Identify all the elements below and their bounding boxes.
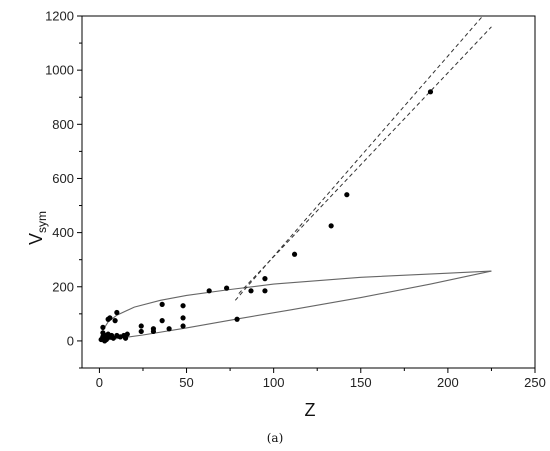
data-point	[124, 331, 130, 337]
data-point	[138, 323, 144, 329]
data-point	[328, 223, 334, 229]
y-axis-title: Vsym	[26, 211, 49, 245]
data-point	[138, 328, 144, 335]
figure-caption: (a)	[266, 431, 284, 445]
lower-curve	[99, 270, 492, 342]
x-axis-title: Z	[305, 400, 316, 420]
plot-frame	[81, 15, 536, 369]
data-point	[100, 324, 106, 330]
data-point	[180, 323, 186, 329]
axes: 0 50 100 150 200 250 0 200 400 600 800 1000 1200	[45, 9, 546, 391]
y-tick-label: 200	[52, 279, 74, 294]
data-point	[224, 285, 230, 291]
data-point	[344, 192, 350, 198]
y-axis-title-sub: sym	[35, 211, 49, 233]
data-point	[107, 315, 113, 321]
data-point	[248, 288, 254, 294]
y-tick-label: 1200	[45, 9, 74, 24]
x-tick-label: 150	[350, 375, 372, 390]
x-tick-label: 100	[263, 375, 285, 390]
dashed-line-2	[238, 26, 492, 294]
data-point	[166, 326, 172, 332]
data-point	[159, 301, 165, 307]
clipped-series	[98, 16, 492, 344]
x-tick-label: 250	[524, 375, 546, 390]
data-point	[150, 326, 157, 332]
x-tick-label: 0	[96, 375, 103, 390]
y-tick-label: 1000	[45, 63, 74, 78]
upper-curve	[98, 270, 492, 342]
data-point	[112, 318, 118, 324]
chart: 0 50 100 150 200 250 0 200 400 600 800 1000 1200 Z V…	[26, 9, 546, 421]
y-tick-label: 0	[67, 333, 74, 348]
data-point	[159, 318, 165, 324]
plot-area	[98, 16, 492, 344]
data-point	[262, 276, 268, 282]
data-point	[234, 316, 240, 322]
data-point	[262, 288, 268, 294]
data-point	[427, 89, 434, 95]
data-point	[122, 335, 129, 341]
x-tick-label: 50	[179, 375, 193, 390]
data-point	[291, 251, 298, 257]
data-point	[114, 309, 120, 316]
data-point	[180, 315, 186, 321]
y-tick-label: 400	[52, 225, 74, 240]
data-point	[180, 303, 186, 309]
data-point	[206, 288, 212, 294]
y-tick-label: 800	[52, 117, 74, 132]
y-axis-title-main: V	[26, 233, 46, 245]
y-tick-label: 600	[52, 171, 74, 186]
x-tick-label: 200	[437, 375, 459, 390]
